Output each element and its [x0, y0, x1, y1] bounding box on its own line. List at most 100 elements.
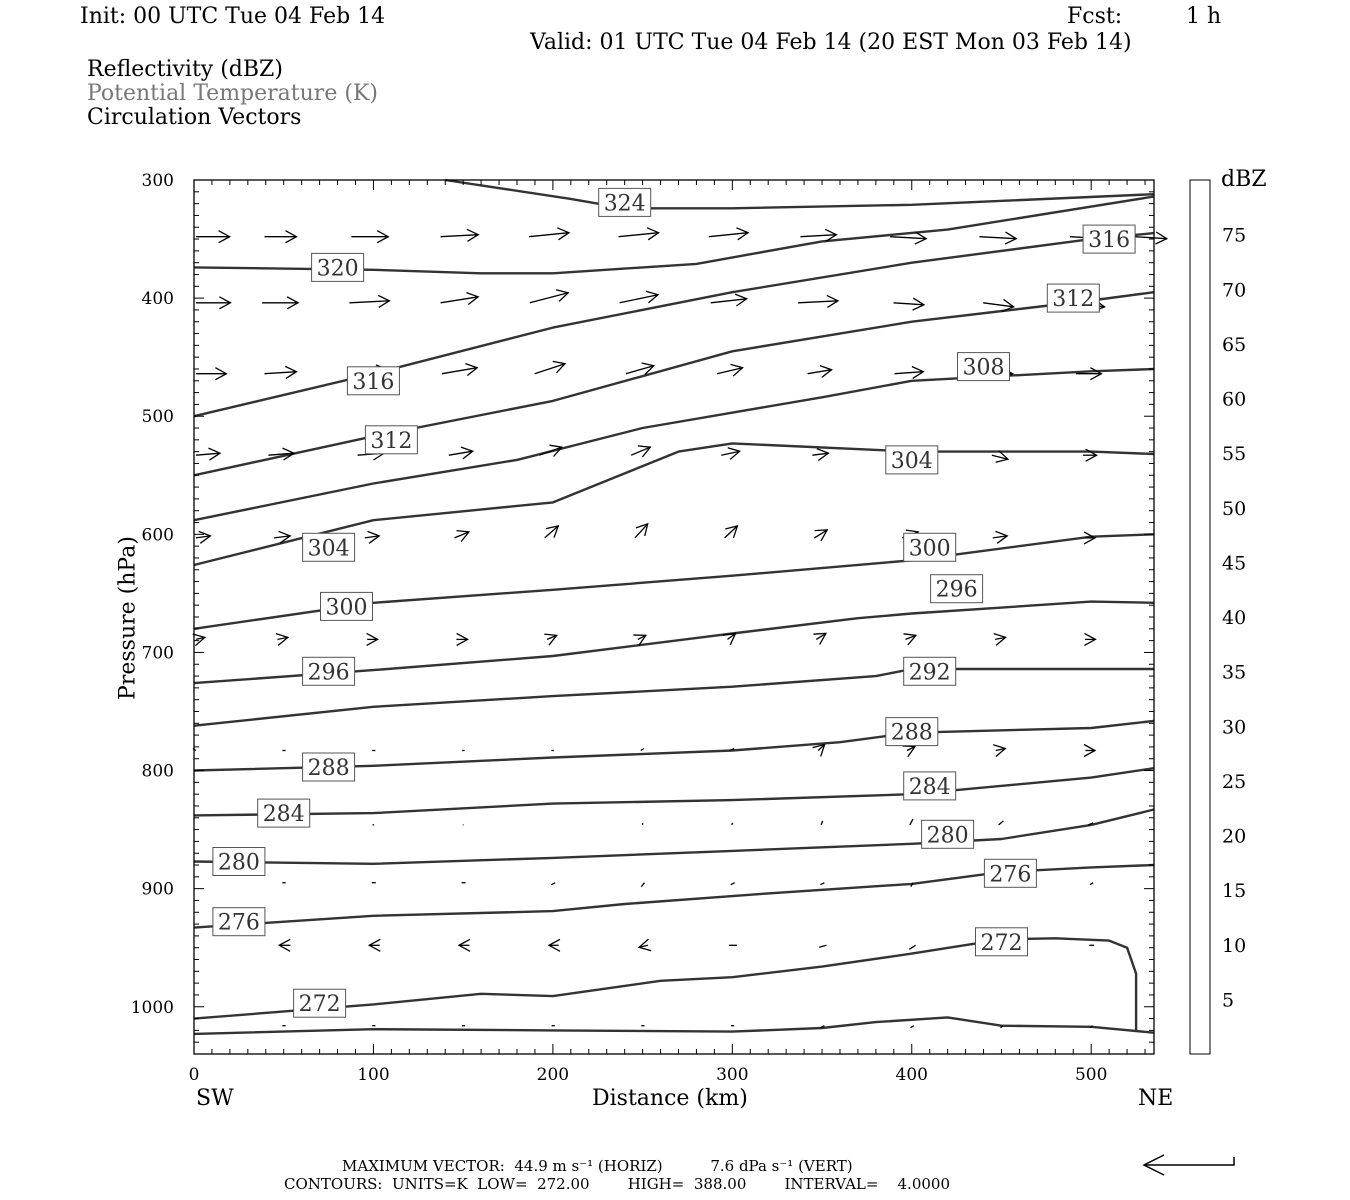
colorbar-tick-label: 20: [1222, 826, 1246, 848]
contour-label-284-b: 284: [263, 802, 305, 827]
circulation-vector: [730, 882, 735, 886]
circulation-vector-head: [1083, 531, 1097, 545]
contour-line-312: [193, 291, 1155, 477]
contour-layer: [193, 178, 1155, 1036]
contour-label-284: 284: [909, 775, 951, 800]
circulation-vector-head: [902, 745, 917, 758]
contour-label-276: 276: [989, 862, 1031, 887]
circulation-vector: [995, 747, 1006, 752]
reference-arrow-head: [1142, 1154, 1165, 1176]
circulation-vector: [721, 450, 740, 456]
circulation-vector-head: [218, 230, 231, 244]
circulation-vector-head: [277, 938, 291, 952]
circulation-vector: [909, 818, 914, 826]
contour-label-324-box: [598, 187, 652, 217]
contour-label-300-box: [903, 532, 957, 562]
circulation-vector-head: [826, 294, 840, 308]
circulation-vector-head: [367, 938, 381, 952]
circulation-vector-head: [646, 227, 660, 241]
circulation-vector: [440, 296, 479, 304]
colorbar-tick-label: 50: [1222, 498, 1246, 520]
circulation-vector: [551, 882, 556, 886]
circulation-vector: [630, 446, 651, 456]
circulation-vector-head: [1001, 298, 1015, 312]
circulation-vector-head: [645, 290, 660, 304]
circulation-vector-head: [366, 632, 379, 646]
contour-label-272-b: 272: [299, 992, 341, 1017]
colorbar-tick-label: 65: [1222, 334, 1246, 356]
circulation-vector: [1134, 236, 1167, 240]
contour-label-304-b-box: [302, 532, 356, 562]
circulation-vector: [528, 232, 569, 238]
circulation-vector-head: [544, 633, 558, 646]
x-end-label-left: SW: [196, 1086, 234, 1111]
circulation-vector-head: [637, 938, 652, 952]
contour-label-276-b: 276: [218, 911, 260, 936]
contour-label-304-b: 304: [308, 536, 350, 561]
axes-layer: 300 400 500 600 700 800 900 1000 0 100 200 300 400 50…: [131, 171, 1155, 1085]
contour-label-280: 280: [927, 823, 969, 848]
circulation-vector-head: [557, 227, 571, 241]
colorbar-tick-label: 55: [1222, 443, 1246, 465]
circulation-vector-head: [198, 530, 212, 544]
colorbar-tick-label: 70: [1222, 279, 1246, 301]
colorbar-tick-label: 15: [1222, 880, 1246, 902]
circulation-vector: [890, 236, 927, 240]
circulation-vector-head: [275, 632, 290, 646]
circulation-vector: [992, 535, 1008, 539]
circulation-vector-head: [813, 632, 828, 645]
circulation-vector-head: [1155, 231, 1169, 245]
circulation-vector: [817, 744, 826, 751]
circulation-vector-head: [1084, 632, 1097, 646]
circulation-vector: [820, 882, 825, 886]
contour-line-284: [193, 767, 1155, 817]
x-tick-label: 200: [537, 1065, 569, 1085]
contour-label-312-b: 312: [1052, 287, 1094, 312]
colorbar-tick-label: 60: [1222, 389, 1246, 411]
max-vector-info: MAXIMUM VECTOR: 44.9 m s⁻¹ (HORIZ) 7.6 d…: [342, 1157, 853, 1175]
circulation-vector-head: [637, 445, 652, 458]
contour-line-296: [193, 600, 1155, 685]
contour-line-272: [193, 937, 1138, 1031]
circulation-vector: [716, 367, 743, 375]
circulation-vector-head: [285, 230, 298, 244]
contour-label-316-b: 316: [1088, 228, 1130, 253]
colorbar-tick-label: 35: [1222, 662, 1246, 684]
circulation-vector-head: [995, 450, 1010, 463]
y-tick-label: 1000: [131, 998, 174, 1018]
circulation-vector: [364, 535, 380, 539]
circulation-vector: [634, 523, 649, 539]
colorbar-tick-label: 10: [1222, 935, 1246, 957]
circulation-vector-head: [814, 529, 829, 542]
contour-line-320: [193, 195, 1155, 275]
circulation-vector: [894, 371, 924, 375]
circulation-vector-head: [1090, 367, 1103, 381]
contour-label-308: 308: [963, 356, 1005, 381]
circulation-vector-head: [635, 522, 649, 537]
contour-label-296-b-box: [302, 656, 356, 686]
circulation-vector: [441, 367, 478, 375]
circulation-vector: [349, 300, 390, 304]
forecast-hour: 1 h: [1186, 4, 1222, 29]
contour-label-272-box: [975, 927, 1028, 957]
circulation-vector: [195, 636, 205, 641]
colorbar-tick-label: 25: [1222, 771, 1246, 793]
circulation-vector-head: [545, 525, 560, 538]
circulation-vector-head: [208, 447, 222, 461]
circulation-vector: [546, 634, 557, 641]
colorbar-title: dBZ: [1221, 167, 1267, 192]
circulation-vector: [1089, 1025, 1094, 1029]
circulation-vector: [625, 365, 654, 375]
reference-vector-arrow: [1142, 1154, 1235, 1176]
circulation-vector: [618, 232, 659, 238]
circulation-vector-head: [282, 447, 296, 461]
circulation-vector-head: [819, 364, 833, 378]
circulation-vector-head: [457, 938, 471, 952]
circulation-vector-head: [547, 938, 561, 952]
circulation-vector-head: [914, 231, 928, 245]
circulation-vector: [983, 302, 1014, 308]
circulation-vector: [640, 882, 646, 888]
colorbar-tick-label: 40: [1222, 607, 1246, 629]
circulation-vector: [906, 745, 916, 752]
circulation-vector: [539, 446, 563, 456]
